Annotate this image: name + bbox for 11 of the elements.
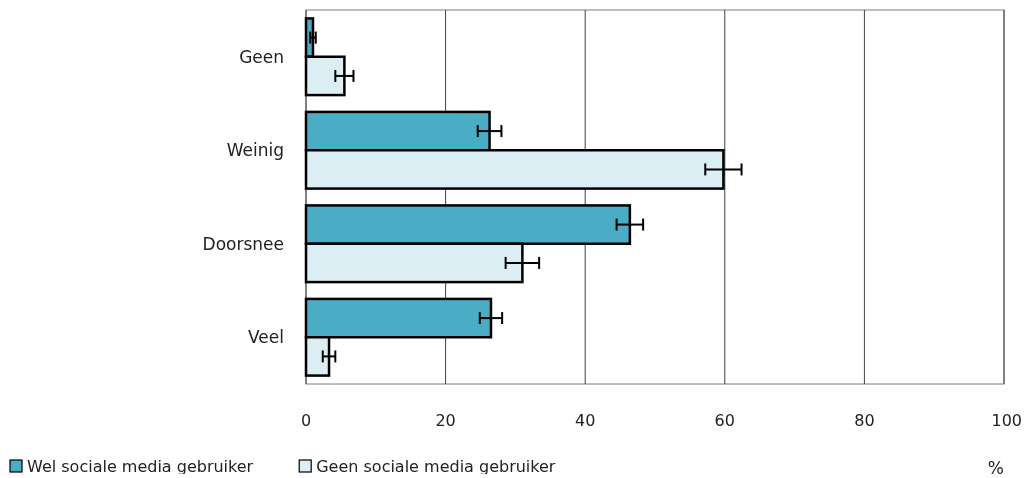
x-tick-label: 40 [575,411,596,430]
y-tick-label: Doorsnee [202,233,284,254]
y-tick-label: Geen [239,46,284,67]
y-tick-label: Weinig [226,140,284,161]
x-tick-label: 60 [714,411,735,430]
x-tick-label: 80 [854,411,875,430]
x-axis-title: % [987,458,1004,478]
x-tick-label: 0 [300,411,312,430]
x-tick-label: 20 [435,411,456,430]
x-tick-label: 100 [991,411,1022,430]
y-tick-label: Veel [248,327,284,348]
